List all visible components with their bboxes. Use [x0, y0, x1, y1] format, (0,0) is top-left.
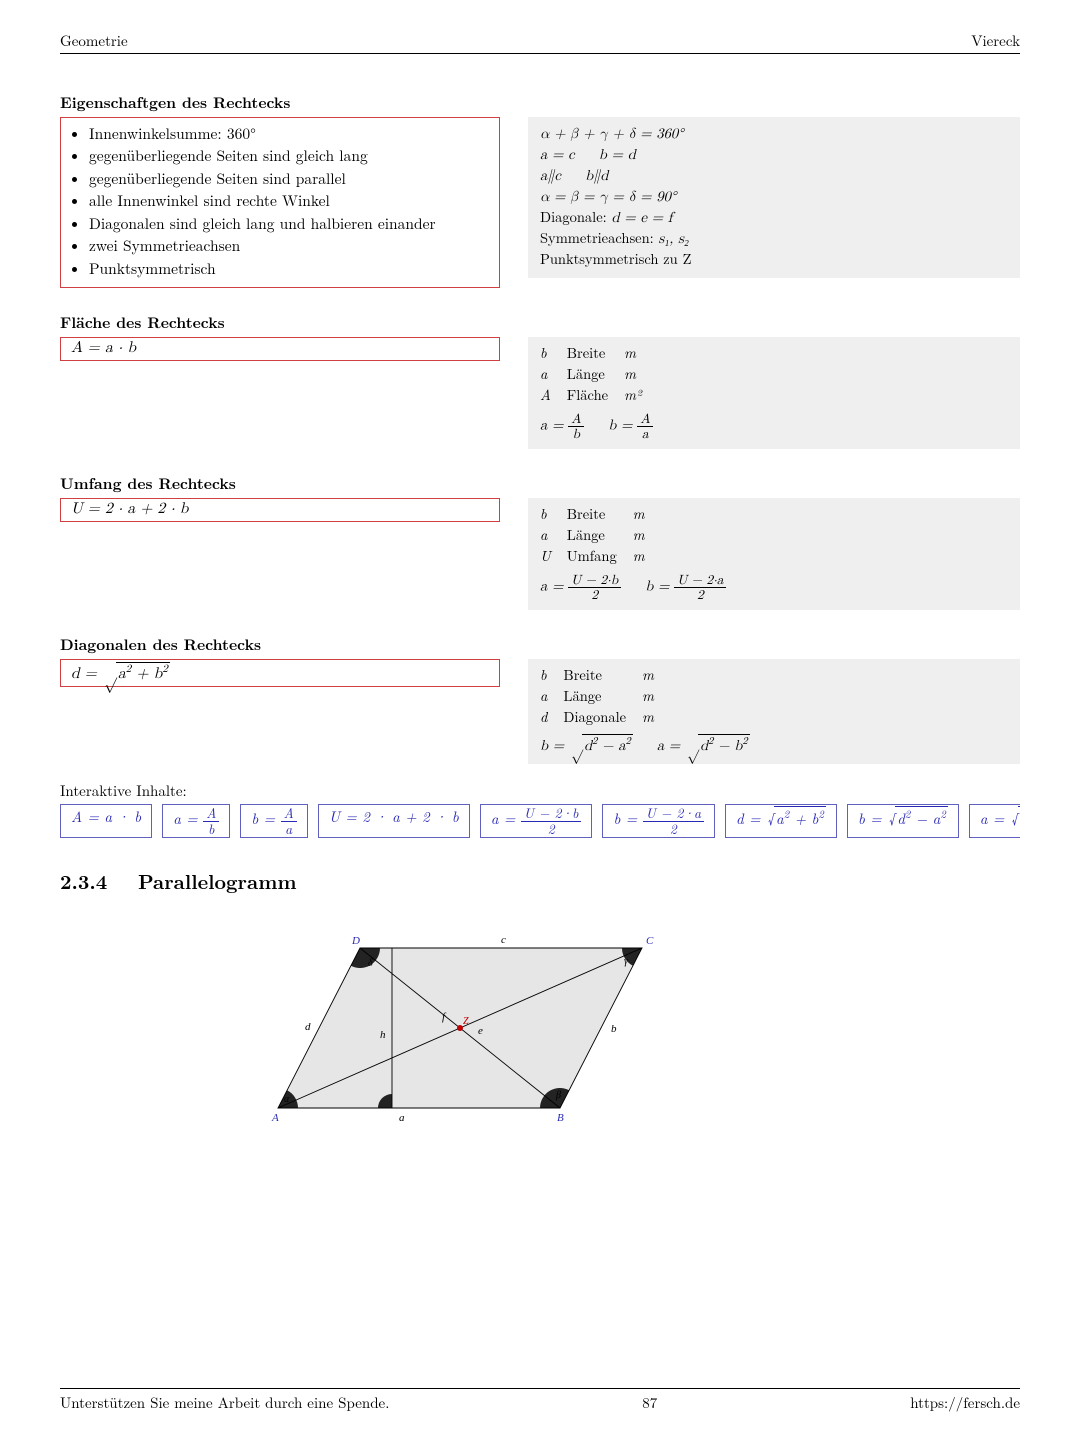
page-header: Geometrie Viereck — [60, 30, 1020, 54]
mathbox-flaeche: bBreitem aLängem AFlächem² a = Ab b = Aa — [528, 337, 1020, 449]
derived-eq: a = Ab b = Aa — [540, 412, 1008, 441]
list-item: alle Innenwinkel sind rechte Winkel — [89, 191, 489, 211]
parallelogram-svg: ABCDabcdefhZαβγδ — [240, 913, 680, 1123]
header-left: Geometrie — [60, 30, 128, 51]
row-flaeche: A = a · b bBreitem aLängem AFlächem² a =… — [60, 337, 1020, 449]
chip-a-from-area[interactable]: a = Ab — [162, 804, 230, 838]
svg-text:α: α — [284, 1094, 290, 1105]
eq-line: Symmetrieachsen: s₁, s₂ — [540, 228, 1008, 249]
formula-area: A = a · b — [60, 337, 500, 361]
svg-text:h: h — [380, 1029, 386, 1041]
chip-a-from-U[interactable]: a = U − 2·b2 — [480, 804, 593, 838]
footer-left: Unterstützen Sie meine Arbeit durch eine… — [60, 1392, 389, 1413]
mathbox-umfang: bBreitem aLängem UUmfangm a = U − 2·b2 b… — [528, 498, 1020, 610]
section-title-flaeche: Fläche des Rechtecks — [60, 310, 1020, 333]
list-item: Punktsymmetrisch — [89, 259, 489, 279]
svg-text:d: d — [305, 1021, 311, 1033]
chip-perimeter[interactable]: U = 2 · a + 2 · b — [318, 804, 470, 838]
mathbox-eigenschaften: α + β + γ + δ = 360° a = c b = d a∥c b∥d… — [528, 117, 1020, 278]
chip-area[interactable]: A = a · b — [60, 804, 152, 838]
header-right: Viereck — [971, 30, 1020, 51]
svg-text:D: D — [351, 935, 360, 947]
list-item: gegenüberliegende Seiten sind gleich lan… — [89, 146, 489, 166]
row-diagonalen: d = a2 + b2 bBreitem aLängem dDiagonalem… — [60, 659, 1020, 764]
eq-line: Punktsymmetrisch zu Z — [540, 249, 1008, 270]
eq-line: Diagonale: d = e = f — [540, 207, 1008, 228]
interactive-chips: A = a · b a = Ab b = Aa U = 2 · a + 2 · … — [60, 804, 1020, 838]
chip-b-from-d[interactable]: b = d2 − a2 — [847, 804, 959, 838]
svg-text:Z: Z — [463, 1016, 469, 1027]
svg-text:e: e — [478, 1025, 483, 1037]
formula-umfang: U = 2 · a + 2 · b — [60, 498, 500, 522]
subsection-heading: 2.3.4 Parallelogramm — [60, 866, 1020, 895]
list-item: Innenwinkelsumme: 360° — [89, 124, 489, 144]
chip-b-from-U[interactable]: b = U − 2·a2 — [602, 804, 715, 838]
svg-text:B: B — [557, 1112, 564, 1123]
vars-table: bBreitem aLängem dDiagonalem — [540, 665, 670, 728]
list-item: Diagonalen sind gleich lang und halbiere… — [89, 214, 489, 234]
row-eigenschaften: Innenwinkelsumme: 360° gegenüberliegende… — [60, 117, 1020, 288]
section-title-diagonalen: Diagonalen des Rechtecks — [60, 632, 1020, 655]
svg-text:a: a — [399, 1112, 405, 1123]
list-item: gegenüberliegende Seiten sind parallel — [89, 169, 489, 189]
mathbox-diagonalen: bBreitem aLängem dDiagonalem b = d2 − a2… — [528, 659, 1020, 764]
eq-line: α = β = γ = δ = 90° — [540, 186, 1008, 207]
subsection-title: Parallelogramm — [138, 866, 297, 895]
svg-text:C: C — [646, 935, 654, 947]
row-umfang: U = 2 · a + 2 · b bBreitem aLängem UUmfa… — [60, 498, 1020, 610]
eq-line: α + β + γ + δ = 360° — [540, 123, 1008, 144]
derived-eq: a = U − 2·b2 b = U − 2·a2 — [540, 573, 1008, 602]
derived-eq: b = d2 − a2 a = d2 − b2 — [540, 734, 1008, 756]
svg-text:β: β — [555, 1090, 561, 1101]
eq-line: a = c b = d — [540, 144, 1008, 165]
footer-right: https://fersch.de — [910, 1392, 1020, 1413]
eq-line: a∥c b∥d — [540, 165, 1008, 186]
svg-text:c: c — [501, 934, 506, 946]
section-title-eigenschaften: Eigenschaftgen des Rechtecks — [60, 90, 1020, 113]
svg-text:b: b — [611, 1023, 617, 1035]
svg-text:δ: δ — [368, 958, 373, 969]
list-item: zwei Symmetrieachsen — [89, 236, 489, 256]
vars-table: bBreitem aLängem AFlächem² — [540, 343, 658, 406]
page-footer: Unterstützen Sie meine Arbeit durch eine… — [60, 1388, 1020, 1413]
subsection-number: 2.3.4 — [60, 866, 107, 895]
eigenschaften-list: Innenwinkelsumme: 360° gegenüberliegende… — [71, 124, 489, 279]
footer-page: 87 — [642, 1392, 657, 1413]
chip-a-from-d[interactable]: a = d2 − b — [969, 804, 1020, 838]
chip-diagonal[interactable]: d = a2 + b2 — [725, 804, 837, 838]
section-title-umfang: Umfang des Rechtecks — [60, 471, 1020, 494]
vars-table: bBreitem aLängem UUmfangm — [540, 504, 661, 567]
parallelogram-diagram: ABCDabcdefhZαβγδ — [240, 913, 1020, 1128]
formula-diagonale: d = a2 + b2 — [60, 659, 500, 687]
interactive-label: Interaktive Inhalte: — [60, 780, 1020, 801]
svg-text:A: A — [271, 1112, 279, 1123]
chip-b-from-area[interactable]: b = Aa — [240, 804, 307, 838]
box-eigenschaften: Innenwinkelsumme: 360° gegenüberliegende… — [60, 117, 500, 288]
